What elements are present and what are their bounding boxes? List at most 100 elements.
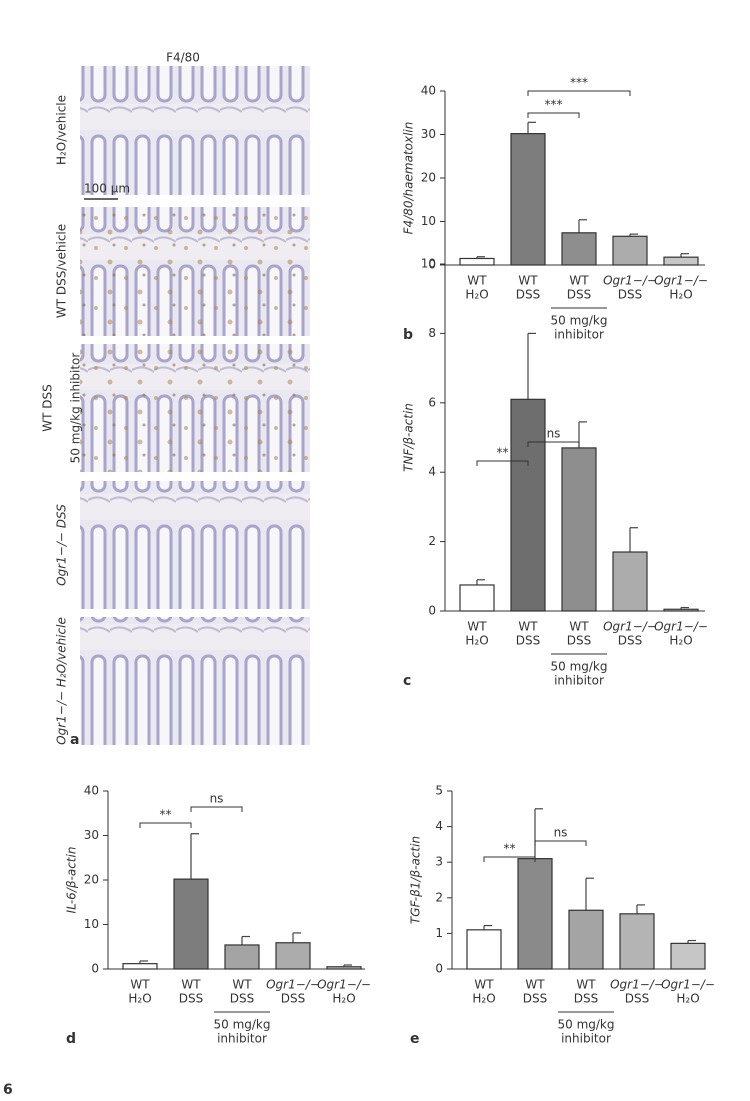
x-tick-label: WT <box>525 978 545 992</box>
group-label: inhibitor <box>554 328 604 342</box>
bar <box>619 913 655 970</box>
stain-overlay <box>80 207 310 336</box>
y-tick-label: 30 <box>421 127 436 141</box>
x-tick-label: H₂O <box>465 288 488 302</box>
significance-label: ns <box>554 826 568 840</box>
bar <box>517 858 553 970</box>
x-tick-label: Ogr1−/− <box>603 620 657 634</box>
y-tick-label: 10 <box>84 917 99 931</box>
y-tick-label: 1 <box>435 926 443 940</box>
scale-bar-label: 100 μm <box>84 182 130 196</box>
x-tick-label: DSS <box>230 992 254 1006</box>
significance-label: ** <box>504 842 516 856</box>
bar <box>670 942 706 970</box>
panel-letter: b <box>403 327 413 343</box>
significance-bracket <box>476 460 529 466</box>
bar <box>466 929 502 970</box>
bar <box>275 942 311 970</box>
histology-image <box>80 617 310 745</box>
panel-letter: e <box>410 1031 420 1047</box>
panel-title: F4/80 <box>166 51 200 65</box>
y-tick-label: 20 <box>84 873 99 887</box>
y-tick-label: 10 <box>421 257 436 271</box>
significance-label: *** <box>570 76 588 90</box>
x-tick-label: WT <box>467 274 487 288</box>
y-tick-label: 4 <box>428 465 436 479</box>
significance-label: ** <box>160 808 172 822</box>
significance-bracket <box>139 822 192 828</box>
x-tick-label: H₂O <box>676 992 699 1006</box>
x-tick-label: WT <box>467 620 487 634</box>
row-label: WT DSS/vehicle <box>55 224 69 318</box>
group-label: 50 mg/kg <box>551 314 608 328</box>
bar <box>510 398 546 612</box>
x-tick-label: Ogr1−/− <box>654 274 708 288</box>
x-tick-label: DSS <box>523 992 547 1006</box>
y-axis-label: TNF/β-actin <box>402 403 416 472</box>
x-tick-label: Ogr1−/− <box>603 274 657 288</box>
bar <box>612 551 648 612</box>
x-tick-label: H₂O <box>128 992 151 1006</box>
x-tick-label: DSS <box>179 992 203 1006</box>
bar <box>568 909 604 970</box>
y-tick-label: 0 <box>428 258 436 272</box>
bar <box>561 232 597 266</box>
x-tick-label: H₂O <box>332 992 355 1006</box>
x-tick-label: WT <box>518 620 538 634</box>
y-axis-label: TGF-β1/β-actin <box>409 836 423 924</box>
y-tick-label: 5 <box>435 784 443 798</box>
bar <box>459 257 495 266</box>
y-tick-label: 40 <box>421 84 436 98</box>
bar <box>224 944 260 970</box>
x-tick-label: WT <box>474 978 494 992</box>
x-tick-label: WT <box>576 978 596 992</box>
x-tick-label: DSS <box>625 992 649 1006</box>
row-label: Ogr1−/− H₂O/vehicle <box>55 617 69 745</box>
x-tick-label: DSS <box>618 288 642 302</box>
x-tick-label: Ogr1−/− <box>266 978 320 992</box>
histology-image <box>80 66 310 195</box>
x-tick-label: H₂O <box>669 288 692 302</box>
bar <box>663 608 699 612</box>
significance-label: ** <box>497 446 509 460</box>
figure-number: 6 <box>3 1082 13 1098</box>
x-tick-label: WT <box>569 620 589 634</box>
bar <box>326 966 362 970</box>
significance-bracket <box>534 840 587 846</box>
significance-bracket <box>483 856 536 862</box>
x-tick-label: H₂O <box>465 634 488 648</box>
group-label: 50 mg/kg <box>558 1018 615 1032</box>
x-tick-label: WT <box>181 978 201 992</box>
y-tick-label: 4 <box>435 819 443 833</box>
histology-panel: 100 μm F4/80 a <box>70 51 310 748</box>
x-tick-label: Ogr1−/− <box>317 978 371 992</box>
row-label: WT DSS <box>41 384 55 431</box>
y-tick-label: 0 <box>428 604 436 618</box>
group-label: inhibitor <box>217 1032 267 1046</box>
y-tick-label: 40 <box>84 784 99 798</box>
y-tick-label: 6 <box>428 395 436 409</box>
group-label: inhibitor <box>561 1032 611 1046</box>
x-tick-label: Ogr1−/− <box>654 620 708 634</box>
significance-bracket <box>527 90 631 96</box>
significance-bracket <box>190 806 243 812</box>
x-tick-label: DSS <box>516 634 540 648</box>
bar <box>510 133 546 266</box>
y-tick-label: 3 <box>435 855 443 869</box>
x-tick-label: WT <box>232 978 252 992</box>
significance-label: *** <box>545 98 563 112</box>
y-tick-label: 2 <box>428 534 436 548</box>
x-tick-label: DSS <box>567 288 591 302</box>
x-tick-label: DSS <box>516 288 540 302</box>
panel-letter: a <box>70 732 79 748</box>
x-tick-label: H₂O <box>669 634 692 648</box>
significance-bracket <box>527 112 580 118</box>
significance-bracket <box>527 441 580 447</box>
x-tick-label: DSS <box>618 634 642 648</box>
y-tick-label: 20 <box>421 171 436 185</box>
y-tick-label: 30 <box>84 828 99 842</box>
bar <box>459 584 495 612</box>
x-tick-label: DSS <box>281 992 305 1006</box>
y-axis-label: IL-6/β-actin <box>65 847 79 914</box>
row-label: 50 mg/kg inhibitor <box>69 353 83 464</box>
